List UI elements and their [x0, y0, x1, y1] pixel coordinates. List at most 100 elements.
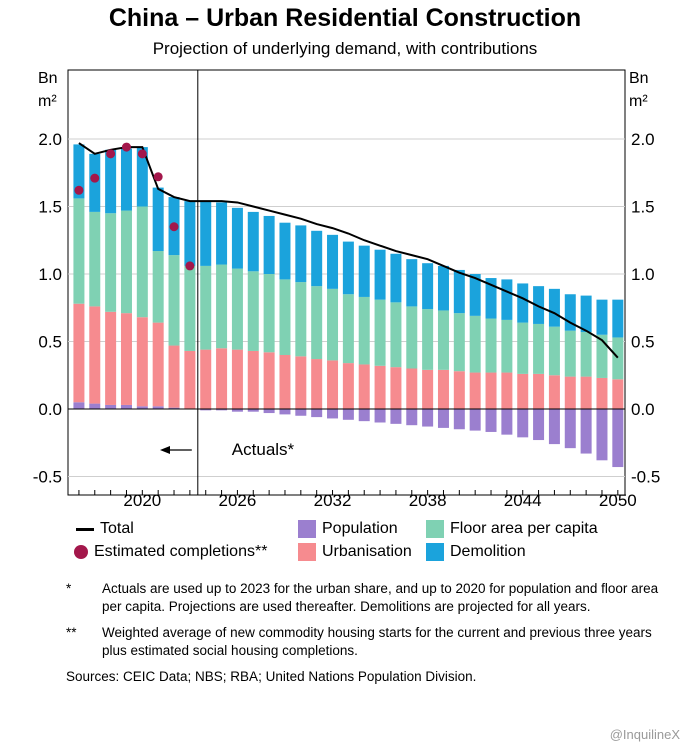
bar-floor-area [231, 268, 243, 350]
bar-demolition [200, 201, 212, 266]
bar-demolition [89, 153, 101, 212]
bar-floor-area [120, 210, 132, 314]
estimated-completion-point [137, 149, 147, 159]
bar-floor-area [184, 265, 196, 351]
bar-floor-area [358, 296, 370, 365]
bar-floor-area [216, 264, 228, 349]
bar-floor-area [295, 282, 307, 357]
bar-population [422, 409, 434, 427]
y-tick-label-left: -0.5 [33, 468, 62, 487]
bar-urbanisation [406, 368, 418, 409]
bar-population [358, 409, 370, 422]
bar-urbanisation [216, 348, 228, 409]
estimated-completion-point [74, 185, 84, 195]
legend-floor-area: Floor area per capita [426, 520, 598, 538]
y-tick-label-left: 1.0 [38, 265, 62, 284]
bar-demolition [184, 201, 196, 266]
bar-demolition [469, 274, 481, 316]
actuals-arrowhead [160, 446, 170, 454]
bar-floor-area [548, 326, 560, 376]
bar-population [120, 404, 132, 409]
legend-demolition: Demolition [426, 543, 526, 561]
legend-total-label: Total [100, 520, 134, 537]
bar-urbanisation [73, 303, 85, 403]
legend-population-swatch [298, 520, 316, 538]
bar-floor-area [485, 318, 497, 373]
bar-urbanisation [184, 350, 196, 409]
bar-demolition [247, 211, 259, 272]
bar-floor-area [327, 288, 339, 361]
bar-population [596, 409, 608, 461]
legend-estimated-label: Estimated completions** [94, 543, 268, 560]
bar-demolition [485, 278, 497, 319]
legend-floor-area-swatch [426, 520, 444, 538]
legend-urbanisation: Urbanisation [298, 543, 412, 561]
estimated-completion-point [121, 142, 131, 152]
estimated-completion-point [106, 149, 116, 159]
bar-floor-area [437, 310, 449, 370]
bar-demolition [517, 283, 529, 323]
bar-demolition [501, 279, 513, 320]
bar-population [485, 409, 497, 432]
bar-floor-area [517, 322, 529, 374]
bar-floor-area [564, 330, 576, 377]
y-tick-label-right: -0.5 [631, 468, 660, 487]
y-tick-label-right: 0.5 [631, 333, 655, 352]
footnote-1-text: Actuals are used up to 2023 for the urba… [102, 581, 659, 614]
bar-population [564, 409, 576, 449]
bar-population [216, 409, 228, 411]
chart-title: China – Urban Residential Construction [108, 4, 582, 32]
bar-urbanisation [231, 349, 243, 409]
units-label-left: Bn [38, 70, 58, 87]
bar-urbanisation [485, 372, 497, 409]
legend-urbanisation-swatch [298, 543, 316, 561]
bar-floor-area [533, 323, 545, 374]
bar-urbanisation [152, 322, 164, 407]
bar-floor-area [580, 332, 592, 377]
estimated-completion-point [90, 173, 100, 183]
bar-population [279, 409, 291, 415]
bar-demolition [390, 253, 402, 303]
bar-urbanisation [453, 371, 465, 409]
bar-urbanisation [295, 356, 307, 409]
legend-floor-area-label: Floor area per capita [450, 520, 598, 537]
bar-floor-area [105, 213, 117, 312]
bar-floor-area [311, 286, 323, 360]
bar-demolition [279, 222, 291, 280]
bar-urbanisation [469, 372, 481, 409]
bar-urbanisation [89, 306, 101, 404]
bar-floor-area [279, 279, 291, 355]
bar-population [390, 409, 402, 424]
bar-demolition [216, 202, 228, 265]
bar-floor-area [422, 309, 434, 370]
bar-population [580, 409, 592, 454]
bar-population [533, 409, 545, 441]
estimated-completion-point [153, 172, 163, 182]
legend-population: Population [298, 520, 398, 538]
bar-urbanisation [548, 375, 560, 409]
x-tick-label: 2044 [504, 491, 542, 510]
y-tick-label-right: 1.5 [631, 198, 655, 217]
legend-total-swatch [76, 527, 94, 531]
bar-demolition [580, 295, 592, 333]
bar-floor-area [263, 274, 275, 353]
legend-urbanisation-label: Urbanisation [322, 543, 412, 560]
footnote-1-mark: * [66, 581, 72, 596]
bar-urbanisation [580, 376, 592, 409]
bar-demolition [342, 241, 354, 295]
bar-population [548, 409, 560, 445]
bar-floor-area [73, 198, 85, 304]
units-label-left-line2: m² [38, 93, 57, 110]
footnote-2-text: Weighted average of new commodity housin… [102, 625, 652, 658]
bar-floor-area [374, 299, 386, 366]
bar-demolition [548, 288, 560, 327]
bar-population [612, 409, 624, 468]
bar-population [168, 407, 180, 409]
units-label-right-line2: m² [629, 93, 648, 110]
units-label-right: Bn [629, 70, 649, 87]
legend-total: Total [76, 520, 134, 538]
bar-urbanisation [501, 372, 513, 409]
bar-demolition [136, 147, 148, 207]
x-tick-label: 2026 [219, 491, 257, 510]
estimated-completion-point [185, 261, 195, 271]
